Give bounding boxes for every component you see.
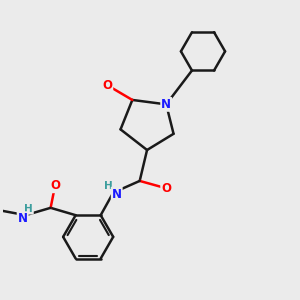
Text: O: O [102, 79, 112, 92]
Text: N: N [161, 98, 171, 111]
Text: N: N [112, 188, 122, 201]
Text: H: H [103, 181, 112, 191]
Text: N: N [18, 212, 28, 225]
Text: O: O [50, 179, 60, 192]
Text: H: H [24, 204, 33, 214]
Text: O: O [161, 182, 171, 195]
